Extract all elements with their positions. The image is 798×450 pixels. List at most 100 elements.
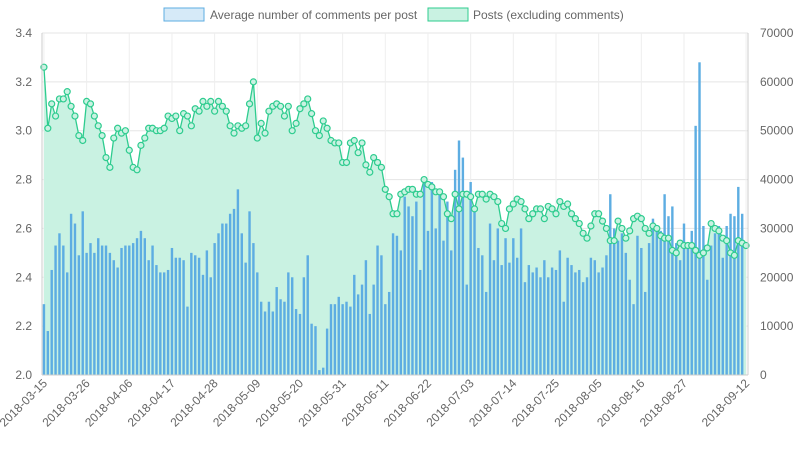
comments-bar: [609, 194, 612, 375]
comments-bar: [434, 228, 437, 375]
comments-bar: [186, 306, 189, 375]
posts-point: [498, 219, 506, 228]
posts-point: [79, 136, 87, 145]
comments-bar: [492, 260, 496, 375]
comments-bar: [81, 211, 84, 375]
posts-point: [300, 100, 308, 108]
comments-bar: [562, 301, 565, 375]
comments-bar: [341, 304, 344, 375]
posts-point: [195, 107, 203, 115]
comments-bar: [399, 250, 403, 375]
comments-bar: [426, 230, 430, 375]
comments-bar: [291, 277, 294, 375]
comments-bar: [508, 262, 511, 375]
posts-point: [408, 185, 417, 193]
axes: [41, 33, 749, 376]
posts-point: [284, 102, 292, 110]
comments-bar: [151, 245, 154, 375]
comments-bar: [395, 235, 399, 375]
right-axis-tick-label: 10000: [760, 319, 794, 333]
posts-point: [288, 127, 296, 135]
comments-bar: [539, 277, 542, 375]
comments-bar: [205, 250, 209, 375]
posts-point: [98, 132, 106, 140]
comments-bar: [221, 223, 224, 375]
comments-bar: [387, 291, 391, 375]
comments-bar: [721, 257, 724, 375]
comments-bar: [166, 269, 170, 375]
posts-point: [556, 197, 564, 206]
comments-bar: [438, 189, 441, 375]
comments-bar: [314, 326, 317, 375]
comments-bar: [73, 223, 77, 375]
posts-point: [160, 124, 168, 132]
comments-bar: [543, 260, 546, 375]
comments-bar: [69, 213, 73, 375]
posts-point: [176, 127, 184, 135]
posts-point: [618, 224, 626, 233]
comments-bar: [325, 328, 329, 375]
posts-point: [211, 107, 219, 115]
comments-bar: [593, 260, 596, 375]
posts-point: [94, 122, 102, 130]
comments-bar: [376, 245, 379, 375]
comments-bar: [632, 304, 635, 375]
comments-bar: [411, 216, 414, 375]
comments-bar: [329, 304, 333, 375]
comments-bar: [640, 247, 643, 375]
legend-item-comments[interactable]: Average number of comments per post: [163, 7, 418, 22]
posts-point: [575, 219, 583, 228]
comments-bar: [484, 291, 488, 375]
comments-bar: [232, 208, 236, 375]
comments-bar: [729, 213, 732, 375]
comments-bar: [547, 277, 550, 375]
comments-bar: [737, 186, 740, 375]
posts-point: [373, 158, 382, 167]
posts-point: [292, 119, 300, 127]
comments-bar: [725, 225, 728, 375]
comments-bar: [275, 287, 278, 375]
left-axis-ticks: 2.0 2.2 2.4 2.6 2.8 3.0 3.2 3.4: [15, 26, 32, 382]
posts-point: [172, 112, 180, 120]
comments-bar: [442, 240, 445, 375]
comments-bar: [174, 257, 178, 375]
legend-item-posts[interactable]: Posts (excluding comments): [427, 7, 624, 22]
comments-bar: [380, 255, 383, 375]
comments-bar: [333, 304, 337, 375]
comments-bar: [651, 218, 655, 375]
posts-point: [214, 97, 223, 106]
posts-point: [86, 100, 95, 108]
comments-bar: [66, 272, 69, 375]
posts-point: [230, 129, 238, 137]
comments-bar: [337, 296, 340, 375]
comments-bar: [287, 272, 290, 375]
posts-point: [102, 153, 110, 162]
posts-point: [598, 217, 607, 225]
comments-bar: [356, 294, 360, 375]
posts-point: [249, 78, 258, 86]
comments-bar: [322, 367, 325, 375]
comments-bar: [162, 272, 166, 375]
comments-bar: [620, 233, 624, 375]
posts-point: [501, 224, 510, 233]
comments-bar: [690, 230, 693, 375]
comments-bar: [628, 279, 631, 375]
comments-bar: [453, 169, 457, 375]
comments-bar: [531, 272, 534, 375]
comments-bar: [407, 206, 410, 375]
legend-swatch-comments: [163, 7, 205, 22]
comments-bar: [616, 240, 620, 375]
comments-bar: [131, 243, 135, 375]
posts-point: [692, 246, 700, 255]
posts-point: [505, 205, 514, 213]
comments-bar: [686, 243, 690, 375]
comments-bar: [244, 262, 247, 375]
legend-label-posts: Posts (excluding comments): [473, 8, 624, 22]
comments-bar: [368, 313, 371, 375]
posts-point: [509, 200, 517, 208]
comments-bar: [236, 189, 240, 375]
x-axis-tick-label: 2018-09-12: [699, 376, 753, 430]
legend: Average number of comments per post Post…: [163, 7, 624, 22]
posts-point: [242, 122, 250, 130]
left-axis-tick-label: 2.0: [15, 368, 32, 382]
